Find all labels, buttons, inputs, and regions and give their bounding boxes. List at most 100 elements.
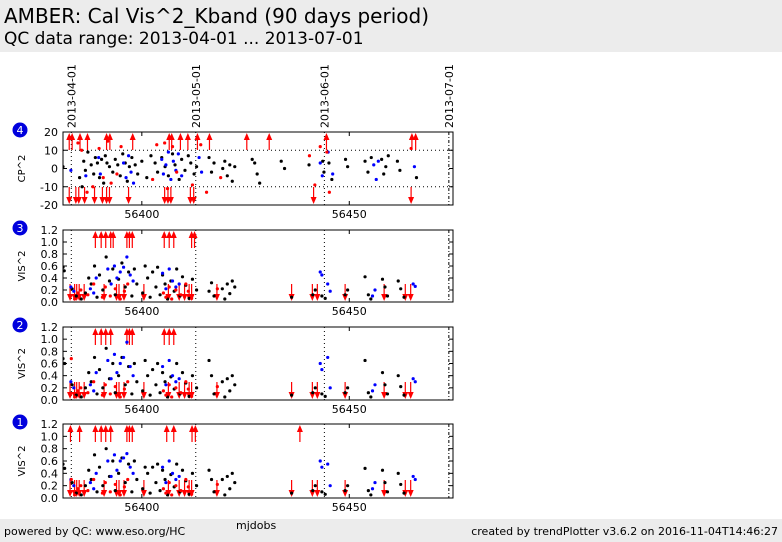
- data-point: [98, 172, 102, 176]
- data-point: [107, 279, 112, 283]
- outlier-up-arrowhead: [77, 133, 84, 140]
- data-point: [396, 374, 400, 378]
- data-point: [209, 477, 214, 482]
- outlier-down-arrowhead: [314, 490, 321, 497]
- data-point: [311, 489, 315, 493]
- data-point: [74, 294, 78, 298]
- data-point: [128, 273, 132, 277]
- outlier-up-arrowhead: [102, 328, 109, 335]
- data-point: [395, 159, 400, 163]
- data-point: [164, 163, 168, 167]
- data-point: [369, 493, 373, 497]
- data-point: [121, 152, 125, 156]
- data-point: [128, 465, 132, 469]
- data-point: [170, 145, 175, 149]
- data-point: [326, 462, 330, 466]
- outlier-down-arrowhead: [167, 197, 174, 204]
- data-point: [148, 393, 152, 397]
- data-point: [258, 181, 262, 185]
- data-point: [122, 387, 127, 391]
- data-point: [115, 371, 119, 375]
- data-point: [370, 294, 375, 298]
- data-point: [136, 172, 140, 176]
- data-point: [79, 288, 83, 292]
- data-point: [346, 386, 350, 390]
- data-point: [79, 395, 83, 399]
- data-point: [184, 477, 188, 482]
- panel-3: 3 VIS^2 0.00.20.40.60.81.01.2 56400 56450: [12, 220, 454, 318]
- panel-badge-number: 4: [17, 124, 24, 137]
- outlier-up-arrowhead: [166, 328, 173, 335]
- data-point: [215, 482, 219, 487]
- data-point: [413, 477, 417, 482]
- data-point: [220, 477, 224, 482]
- data-point: [194, 386, 199, 390]
- outlier-down-arrowhead: [81, 294, 88, 301]
- data-point: [255, 172, 259, 176]
- data-point: [130, 155, 134, 160]
- data-point: [109, 181, 113, 185]
- data-point: [93, 155, 97, 160]
- y-tick-label: -10: [40, 181, 58, 194]
- data-point: [370, 487, 375, 491]
- data-point: [123, 383, 127, 387]
- data-point: [118, 459, 122, 463]
- outlier-up-arrowhead: [92, 328, 99, 335]
- data-point: [112, 352, 117, 356]
- data-point: [63, 466, 67, 470]
- data-point: [166, 174, 170, 178]
- data-point: [204, 190, 209, 194]
- outlier-down-arrowhead: [116, 490, 123, 497]
- data-point: [100, 393, 105, 397]
- panel-data: [63, 133, 419, 204]
- data-point: [174, 386, 178, 390]
- data-point: [386, 154, 390, 158]
- data-point: [161, 487, 166, 491]
- data-point: [69, 380, 73, 384]
- data-point: [323, 394, 327, 398]
- data-point: [121, 161, 126, 165]
- outlier-down-arrowhead: [81, 392, 88, 399]
- data-point: [170, 493, 174, 497]
- outlier-up-arrowhead: [166, 231, 173, 238]
- data-point: [132, 267, 136, 271]
- data-point: [165, 186, 170, 191]
- outlier-up-arrowhead: [266, 133, 273, 140]
- data-point: [399, 287, 403, 291]
- data-point: [88, 287, 92, 291]
- data-point: [109, 377, 113, 381]
- data-point: [112, 264, 117, 268]
- data-point: [85, 190, 89, 194]
- x-tick-label: 56450: [332, 501, 367, 514]
- data-point: [113, 293, 117, 297]
- data-point: [326, 355, 330, 360]
- data-point: [225, 377, 229, 381]
- outlier-down-arrowhead: [407, 490, 414, 497]
- y-tick-label: 0.4: [41, 370, 59, 383]
- data-point: [103, 480, 107, 485]
- outlier-down-arrowhead: [120, 490, 127, 497]
- data-point: [76, 487, 80, 491]
- data-point: [69, 168, 73, 172]
- data-point: [143, 465, 147, 469]
- data-point: [160, 271, 165, 275]
- data-point: [225, 174, 229, 178]
- outlier-up-arrowhead: [170, 328, 177, 335]
- data-point: [174, 285, 178, 289]
- outlier-up-arrowhead: [191, 231, 198, 238]
- data-point: [163, 477, 167, 482]
- data-point: [79, 297, 83, 301]
- data-point: [167, 383, 171, 387]
- data-point: [399, 482, 403, 487]
- data-point: [106, 358, 110, 363]
- data-point: [177, 377, 181, 381]
- data-point: [126, 282, 130, 286]
- panel-badge-number: 1: [17, 416, 24, 429]
- data-point: [366, 489, 370, 493]
- data-point: [146, 374, 150, 378]
- data-point: [175, 267, 179, 271]
- data-point: [180, 174, 184, 178]
- data-point: [199, 143, 203, 147]
- data-point: [228, 389, 232, 393]
- data-point: [95, 392, 99, 396]
